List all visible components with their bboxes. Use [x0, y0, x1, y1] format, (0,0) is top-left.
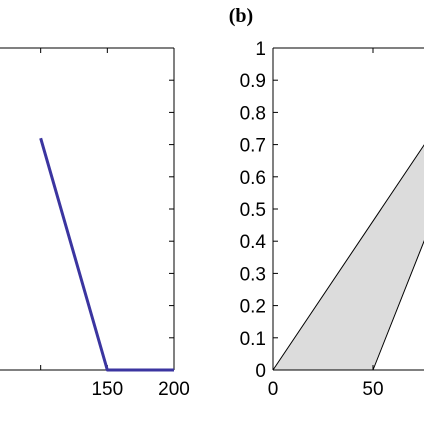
panel-b-x-tick-label: 0: [268, 379, 279, 400]
panel-b-shaded-region: [272, 144, 424, 371]
panel-a-series-line: [39, 137, 174, 372]
panel-b-ticks: 0 0.1 0.2 0.3 0.4 0.5 0.6 0.7 0.8 0.9 1 0 50: [240, 39, 384, 400]
panel-a-x-tick-label: 200: [158, 379, 190, 400]
panel-b-label: (b): [229, 5, 253, 27]
panel-b-y-tick-label: 0.1: [240, 329, 266, 350]
panel-a-plot-area: [0, 48, 174, 370]
panel-b-lower-edge: [372, 240, 424, 371]
panel-b-y-tick-label: 0.7: [240, 136, 266, 157]
panel-b-y-tick-label: 0.8: [240, 103, 266, 124]
panel-b: (b) 0 0.1 0.2 0.3 0.4 0.5 0.6 0.7 0.8 0.9 1 0 50: [229, 5, 424, 400]
panel-b-y-tick-label: 0.3: [240, 264, 266, 285]
panel-b-region-fill: [273, 145, 424, 370]
panel-a-x-tick-label: 150: [91, 379, 123, 400]
panel-a-ticks: 150 200: [40, 48, 190, 400]
panel-a: 150 200: [0, 47, 190, 400]
panel-a-series: [39, 137, 174, 372]
panel-b-y-tick-label: 1: [255, 39, 266, 60]
panel-b-upper-edge: [272, 144, 424, 371]
panel-b-y-tick-label: 0: [255, 361, 266, 382]
panel-a-background: [0, 48, 174, 370]
panel-b-y-tick-label: 0.6: [240, 168, 266, 189]
panel-b-x-tick-label: 50: [362, 379, 383, 400]
panel-b-y-tick-label: 0.4: [240, 232, 267, 253]
panel-b-y-tick-label: 0.2: [240, 297, 266, 318]
panel-b-y-tick-label: 0.9: [240, 71, 266, 92]
panel-b-y-tick-label: 0.5: [240, 200, 266, 221]
